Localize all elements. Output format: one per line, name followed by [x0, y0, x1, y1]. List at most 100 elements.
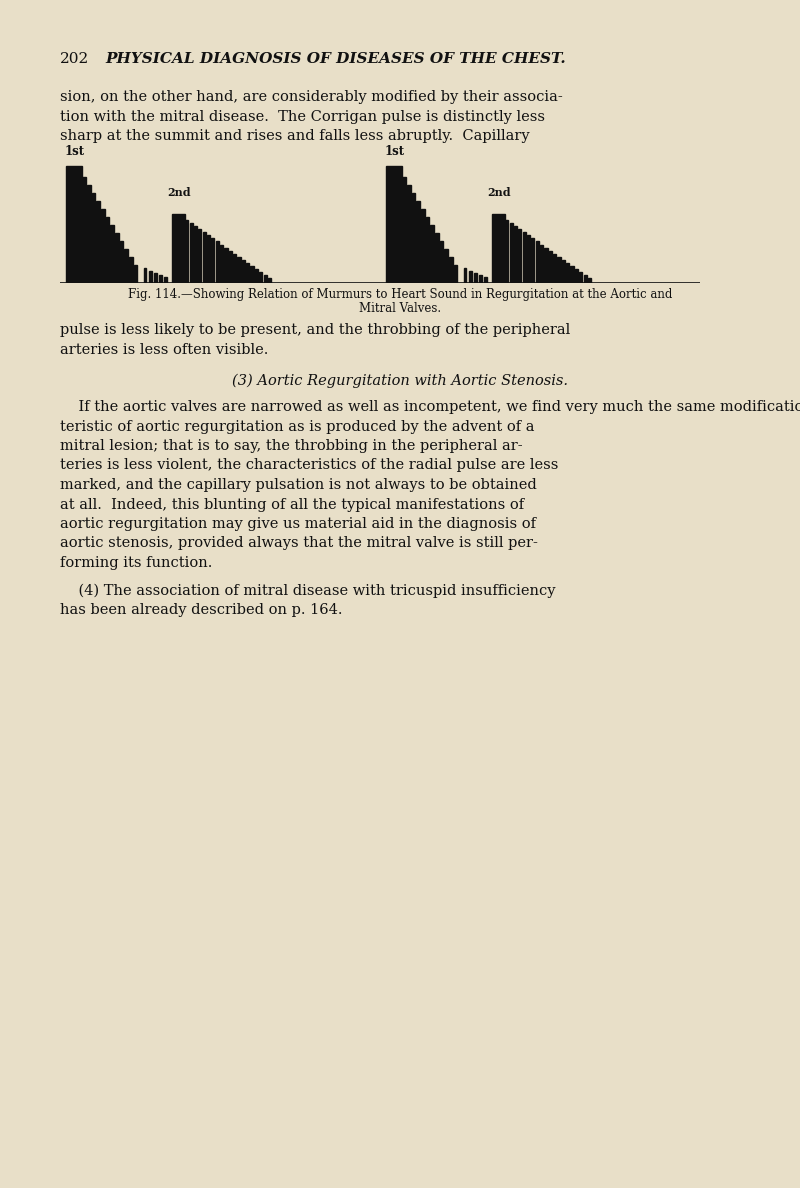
- Text: teries is less violent, the characteristics of the radial pulse are less: teries is less violent, the characterist…: [60, 459, 558, 473]
- Bar: [510, 223, 513, 283]
- Bar: [575, 268, 578, 283]
- Text: 2nd: 2nd: [487, 188, 510, 198]
- Bar: [101, 209, 105, 283]
- Text: 1st: 1st: [384, 145, 405, 158]
- Bar: [250, 266, 254, 283]
- Bar: [430, 225, 434, 283]
- Bar: [449, 257, 453, 283]
- Bar: [454, 265, 458, 283]
- Bar: [417, 201, 420, 283]
- Bar: [238, 257, 241, 283]
- Bar: [172, 214, 185, 283]
- Bar: [220, 245, 223, 283]
- Bar: [194, 226, 197, 283]
- Bar: [125, 248, 128, 283]
- Bar: [421, 209, 425, 283]
- Bar: [435, 233, 438, 283]
- Text: tion with the mitral disease.  The Corrigan pulse is distinctly less: tion with the mitral disease. The Corrig…: [60, 109, 545, 124]
- Text: (3) Aortic Regurgitation with Aortic Stenosis.: (3) Aortic Regurgitation with Aortic Ste…: [232, 374, 568, 388]
- Bar: [211, 239, 214, 283]
- Bar: [583, 276, 586, 283]
- Bar: [229, 251, 232, 283]
- Bar: [531, 239, 534, 283]
- Bar: [159, 274, 162, 283]
- Bar: [268, 278, 271, 283]
- Bar: [505, 220, 508, 283]
- Bar: [202, 233, 206, 283]
- Bar: [82, 177, 86, 283]
- Bar: [115, 233, 118, 283]
- Bar: [588, 278, 591, 283]
- Bar: [558, 257, 561, 283]
- Bar: [549, 251, 552, 283]
- Bar: [553, 254, 556, 283]
- Bar: [463, 268, 466, 283]
- Bar: [97, 201, 100, 283]
- Text: mitral lesion; that is to say, the throbbing in the peripheral ar-: mitral lesion; that is to say, the throb…: [60, 440, 522, 453]
- Bar: [66, 165, 82, 283]
- Bar: [514, 226, 517, 283]
- Bar: [579, 272, 582, 283]
- Text: aortic stenosis, provided always that the mitral valve is still per-: aortic stenosis, provided always that th…: [60, 537, 538, 550]
- Bar: [386, 165, 402, 283]
- Text: has been already described on p. 164.: has been already described on p. 164.: [60, 604, 342, 617]
- Bar: [143, 268, 146, 283]
- Bar: [134, 265, 138, 283]
- Text: Fig. 114.—Showing Relation of Murmurs to Heart Sound in Regurgitation at the Aor: Fig. 114.—Showing Relation of Murmurs to…: [128, 287, 672, 301]
- Bar: [120, 241, 123, 283]
- Bar: [149, 271, 151, 283]
- Text: (4) The association of mitral disease with tricuspid insufficiency: (4) The association of mitral disease wi…: [60, 583, 555, 598]
- Bar: [469, 271, 471, 283]
- Text: pulse is less likely to be present, and the throbbing of the peripheral: pulse is less likely to be present, and …: [60, 323, 570, 337]
- Text: aortic regurgitation may give us material aid in the diagnosis of: aortic regurgitation may give us materia…: [60, 517, 536, 531]
- Bar: [242, 260, 245, 283]
- Text: forming its function.: forming its function.: [60, 556, 212, 570]
- Bar: [562, 260, 565, 283]
- Bar: [544, 247, 547, 283]
- Text: sion, on the other hand, are considerably modified by their associa-: sion, on the other hand, are considerabl…: [60, 90, 562, 105]
- Text: PHYSICAL DIAGNOSIS OF DISEASES OF THE CHEST.: PHYSICAL DIAGNOSIS OF DISEASES OF THE CH…: [105, 52, 566, 67]
- Bar: [185, 220, 188, 283]
- Bar: [412, 192, 415, 283]
- Bar: [492, 214, 505, 283]
- Bar: [190, 223, 193, 283]
- Text: teristic of aortic regurgitation as is produced by the advent of a: teristic of aortic regurgitation as is p…: [60, 419, 534, 434]
- Bar: [426, 216, 430, 283]
- Bar: [216, 241, 219, 283]
- Bar: [207, 235, 210, 283]
- Bar: [129, 257, 133, 283]
- Bar: [536, 241, 539, 283]
- Text: Mitral Valves.: Mitral Valves.: [359, 302, 441, 315]
- Bar: [164, 277, 167, 283]
- Bar: [566, 263, 570, 283]
- Bar: [87, 184, 90, 283]
- Bar: [522, 233, 526, 283]
- Bar: [527, 235, 530, 283]
- Bar: [479, 274, 482, 283]
- Bar: [402, 177, 406, 283]
- Bar: [224, 247, 227, 283]
- Bar: [255, 268, 258, 283]
- Bar: [440, 241, 443, 283]
- Bar: [106, 216, 110, 283]
- Bar: [259, 272, 262, 283]
- Text: marked, and the capillary pulsation is not always to be obtained: marked, and the capillary pulsation is n…: [60, 478, 537, 492]
- Bar: [570, 266, 574, 283]
- Bar: [110, 225, 114, 283]
- Text: sharp at the summit and rises and falls less abruptly.  Capillary: sharp at the summit and rises and falls …: [60, 129, 530, 143]
- Text: 1st: 1st: [64, 145, 85, 158]
- Bar: [540, 245, 543, 283]
- Bar: [484, 277, 487, 283]
- Text: 202: 202: [60, 52, 90, 67]
- Bar: [407, 184, 410, 283]
- Bar: [518, 229, 522, 283]
- Text: If the aortic valves are narrowed as well as incompetent, we find very much the : If the aortic valves are narrowed as wel…: [60, 400, 800, 413]
- Bar: [263, 276, 266, 283]
- Bar: [154, 273, 157, 283]
- Text: arteries is less often visible.: arteries is less often visible.: [60, 342, 268, 356]
- Bar: [445, 248, 448, 283]
- Bar: [246, 263, 250, 283]
- Bar: [92, 192, 95, 283]
- Bar: [233, 254, 236, 283]
- Text: 2nd: 2nd: [167, 188, 190, 198]
